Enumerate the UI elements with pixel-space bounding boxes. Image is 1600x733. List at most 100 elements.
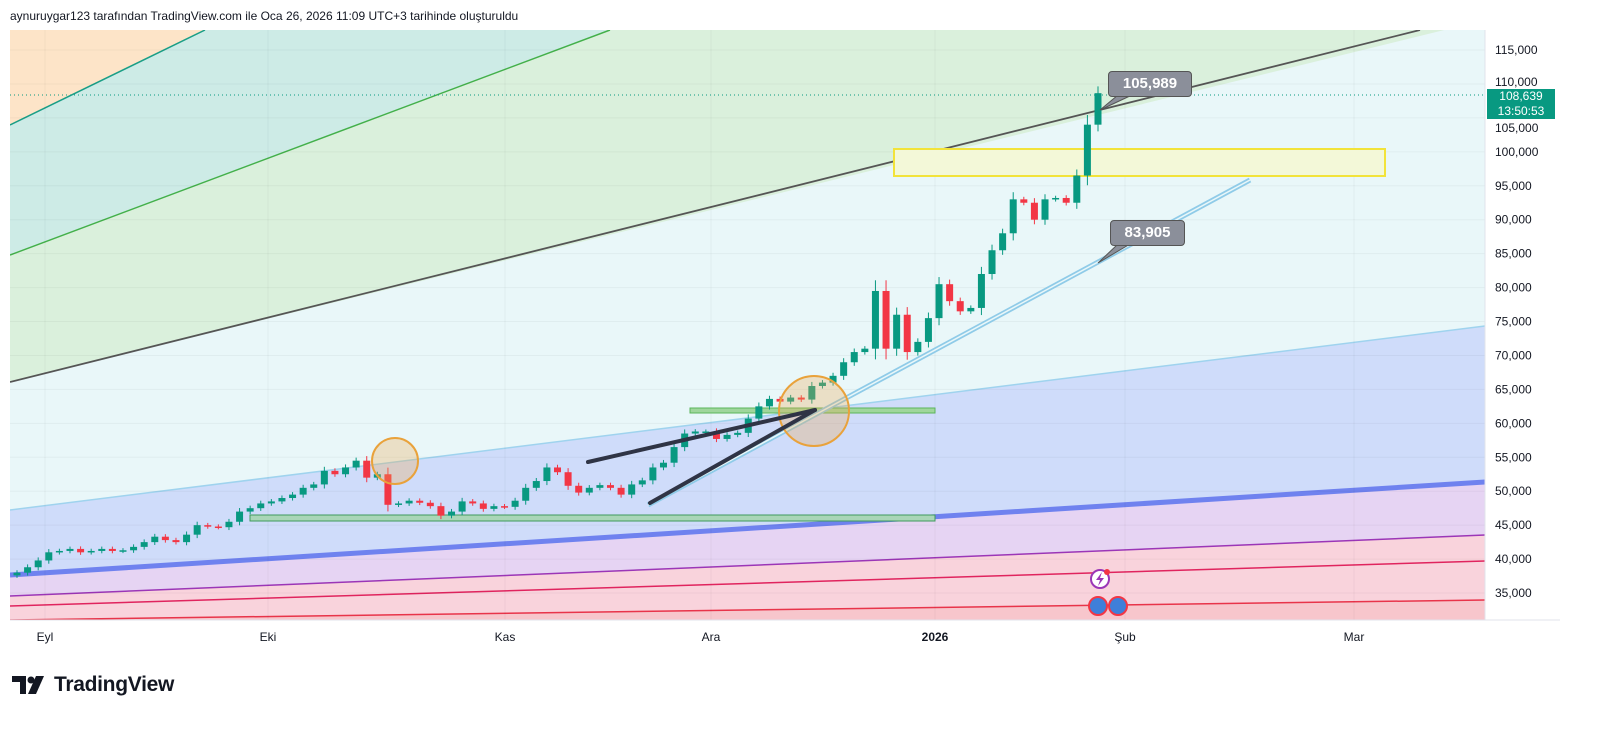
candle (151, 533, 159, 545)
candle-body (395, 503, 403, 505)
candle-body (1062, 197, 1070, 203)
candle-body (543, 467, 551, 482)
candle-body (352, 460, 360, 468)
candle-body (204, 525, 212, 527)
candle-body (458, 501, 466, 512)
candle-body (702, 431, 710, 433)
fan-line-blue-thick (10, 479, 1485, 578)
candle-body (977, 274, 985, 308)
candle (765, 395, 773, 410)
candle-body (882, 290, 890, 349)
candle-body (1073, 175, 1081, 203)
candle-body (267, 501, 275, 504)
candle-body (479, 503, 487, 509)
candles (13, 86, 1102, 578)
candle (490, 503, 498, 512)
candle (606, 482, 614, 491)
brand-name: TradingView (54, 673, 175, 696)
candle (532, 477, 540, 491)
candle-body (34, 560, 42, 568)
candle (437, 502, 445, 520)
candle-body (617, 487, 625, 495)
candle (320, 466, 328, 489)
candle (130, 544, 138, 553)
candle-body (289, 494, 297, 499)
drawings-overlay[interactable] (10, 94, 1485, 505)
candle-body (659, 462, 667, 468)
candle-body (712, 431, 720, 439)
candle (1052, 195, 1060, 202)
time-tick-label: 2026 (922, 630, 949, 644)
candle (596, 482, 604, 491)
candle-body (172, 540, 180, 543)
candle-body (448, 511, 456, 516)
price-tick-label: 45,000 (1495, 518, 1532, 532)
price-axis[interactable] (1485, 30, 1560, 620)
candle (193, 521, 201, 539)
candle (236, 508, 244, 526)
candle-body (924, 318, 932, 342)
candle (416, 498, 424, 506)
candle-body (765, 398, 773, 407)
candle (882, 280, 890, 360)
candle (723, 432, 731, 442)
time-tick-label: Kas (495, 630, 516, 644)
candle (214, 524, 222, 530)
wedge-upper-line (586, 408, 817, 464)
candle (77, 546, 85, 555)
candle-body (797, 397, 805, 400)
callout-lower[interactable]: 83,905 (1110, 220, 1185, 246)
highlight-circle-1 (371, 437, 419, 485)
candle (13, 570, 21, 578)
candle-body (1020, 199, 1028, 203)
callout-upper[interactable]: 105,989 (1108, 71, 1192, 97)
event-icons[interactable] (1088, 569, 1128, 616)
candle-body (554, 467, 561, 473)
candle (342, 464, 350, 478)
candle (352, 457, 360, 471)
candle-body (193, 525, 201, 535)
candle-body (956, 301, 964, 312)
candle-body (1083, 124, 1091, 176)
candle-body (999, 233, 1007, 251)
drawings[interactable] (249, 148, 1386, 522)
candle (45, 549, 53, 564)
candle (1073, 169, 1081, 209)
candle (1041, 194, 1049, 225)
us-flag-icon (1088, 596, 1108, 616)
candle-body (214, 526, 222, 529)
price-chart[interactable]: 115,000 110,000 105,000 100,000 95,000 90,000… (0, 0, 1600, 660)
fan-zone-purple (10, 482, 1485, 596)
candle-body (967, 307, 975, 312)
candle-body (903, 314, 911, 353)
price-tick-label: 40,000 (1495, 552, 1532, 566)
candle-body (829, 375, 837, 383)
tradingview-logo-icon (12, 676, 44, 694)
candle (628, 480, 636, 499)
candle (108, 546, 116, 554)
candle (649, 463, 657, 485)
candle-body (66, 548, 74, 551)
candle (935, 277, 943, 326)
candle (1083, 114, 1091, 186)
candle (511, 497, 519, 510)
price-tick-label: 75,000 (1495, 315, 1532, 329)
candle (617, 484, 625, 498)
candle-body (787, 397, 795, 402)
candle-body (723, 434, 731, 439)
candle (1020, 196, 1028, 206)
candle (140, 539, 148, 550)
candle (734, 430, 742, 438)
candle-body (98, 548, 106, 551)
candle (850, 348, 858, 366)
price-tick-label: 85,000 (1495, 247, 1532, 261)
candle (66, 546, 74, 554)
candle-body (808, 386, 816, 400)
support-zone-lower (249, 514, 936, 522)
candle-body (331, 470, 339, 475)
tradingview-logo[interactable]: TradingView (12, 673, 174, 697)
candle-body (596, 485, 604, 488)
chart-attribution: aynuruygar123 tarafından TradingView.com… (10, 9, 519, 23)
candle (1030, 198, 1038, 225)
candle-body (755, 406, 763, 419)
